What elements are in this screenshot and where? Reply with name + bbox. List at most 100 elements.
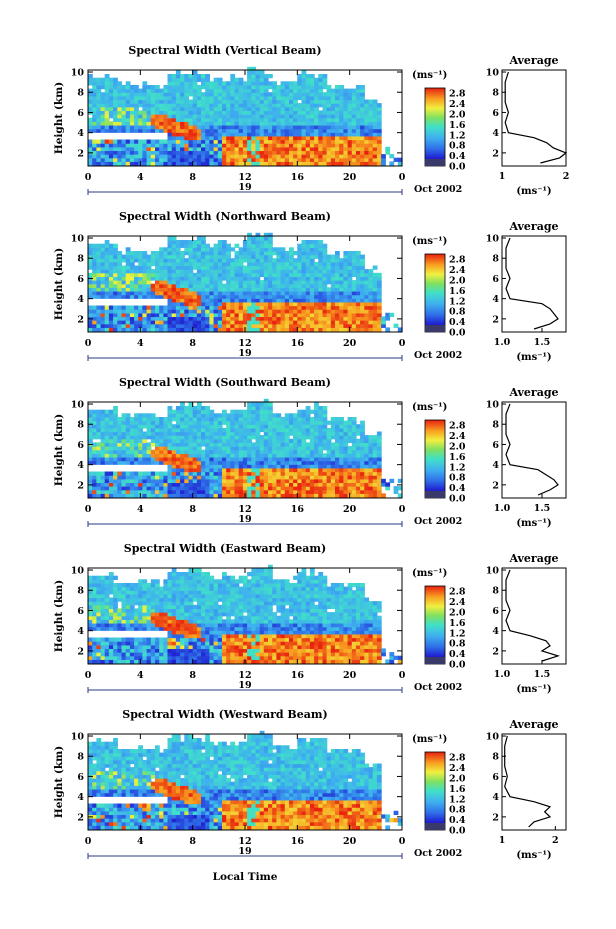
colorbar-tick-label: 0.8 bbox=[449, 141, 466, 152]
x-tick-label: 8 bbox=[189, 504, 196, 515]
panel-3: Spectral Width (Southward Beam) 2 4 6 8 10 Hei… bbox=[53, 376, 567, 529]
x-tick-label: 16 bbox=[291, 670, 305, 681]
colorbar-low-band bbox=[425, 657, 445, 664]
panel-title: Spectral Width (Westward Beam) bbox=[122, 708, 327, 721]
average-title: Average bbox=[508, 552, 558, 565]
colorbar-tick-label: 2.4 bbox=[449, 431, 466, 442]
x-tick-label: 4 bbox=[137, 504, 144, 515]
y-tick-label: 8 bbox=[77, 586, 84, 597]
colorbar-tick-label: 2.4 bbox=[449, 763, 466, 774]
x-tick-label: 0 bbox=[85, 172, 92, 183]
colorbar-unit: (ms⁻¹) bbox=[412, 70, 447, 81]
colorbar-tick-label: 1.2 bbox=[449, 462, 466, 473]
x-tick-label: 0 bbox=[399, 836, 406, 847]
day-label: 19 bbox=[238, 182, 252, 193]
avg-y-tick-label: 4 bbox=[492, 294, 499, 305]
colorbar-tick-label: 1.6 bbox=[449, 784, 466, 795]
colorbar-unit: (ms⁻¹) bbox=[412, 236, 447, 247]
x-tick-label: 4 bbox=[137, 836, 144, 847]
colorbar bbox=[424, 585, 446, 665]
panel-5: Spectral Width (Westward Beam)246810Heig… bbox=[53, 708, 567, 861]
date-label: Oct 2002 bbox=[414, 350, 462, 361]
x-tick-label: 16 bbox=[291, 836, 305, 847]
x-tick-label: 8 bbox=[189, 836, 196, 847]
colorbar-tick-label: 2.0 bbox=[449, 608, 466, 619]
avg-x-tick-label: 1.0 bbox=[494, 669, 511, 680]
colorbar-tick-label: 0.0 bbox=[449, 826, 466, 837]
average-title: Average bbox=[508, 718, 558, 731]
colorbar-tick-label: 0.0 bbox=[449, 660, 466, 671]
x-tick-label: 12 bbox=[238, 504, 251, 515]
avg-y-tick-label: 8 bbox=[492, 88, 499, 99]
y-axis-label: Height (km) bbox=[53, 580, 65, 652]
avg-y-tick-label: 10 bbox=[486, 68, 500, 79]
date-label: Oct 2002 bbox=[414, 516, 462, 527]
heatmap-field bbox=[88, 66, 403, 166]
avg-x-tick-label: 1.5 bbox=[534, 503, 551, 514]
heatmap-field bbox=[88, 730, 403, 830]
colorbar-unit: (ms⁻¹) bbox=[412, 568, 447, 579]
avg-y-tick-label: 8 bbox=[492, 752, 499, 763]
y-tick-label: 6 bbox=[77, 108, 84, 119]
average-profile-line bbox=[505, 403, 559, 496]
x-tick-label: 0 bbox=[399, 504, 406, 515]
avg-y-tick-label: 8 bbox=[492, 420, 499, 431]
y-tick-label: 8 bbox=[77, 254, 84, 265]
panel-title: Spectral Width (Vertical Beam) bbox=[128, 44, 321, 57]
x-tick-label: 8 bbox=[189, 338, 196, 349]
y-tick-label: 10 bbox=[71, 400, 85, 411]
average-frame bbox=[501, 69, 567, 167]
avg-y-tick-label: 4 bbox=[492, 460, 499, 471]
x-tick-label: 0 bbox=[399, 338, 406, 349]
colorbar-unit: (ms⁻¹) bbox=[412, 734, 447, 745]
y-tick-label: 2 bbox=[77, 812, 84, 823]
colorbar-tick-label: 2.8 bbox=[449, 587, 466, 598]
avg-y-tick-label: 4 bbox=[492, 792, 499, 803]
avg-y-tick-label: 8 bbox=[492, 586, 499, 597]
colorbar-low-band bbox=[425, 491, 445, 498]
colorbar-tick-label: 2.8 bbox=[449, 753, 466, 764]
date-label: Oct 2002 bbox=[414, 184, 462, 195]
y-axis-label: Height (km) bbox=[53, 248, 65, 320]
day-label: 19 bbox=[238, 680, 252, 691]
colorbar-tick-label: 0.4 bbox=[449, 815, 466, 826]
avg-y-tick-label: 2 bbox=[492, 148, 499, 159]
y-tick-label: 6 bbox=[77, 440, 84, 451]
colorbar-tick-label: 2.8 bbox=[449, 89, 466, 100]
y-axis-label: Height (km) bbox=[53, 414, 65, 486]
colorbar-tick-label: 2.4 bbox=[449, 265, 466, 276]
colorbar-tick-label: 0.4 bbox=[449, 317, 466, 328]
heatmap-field bbox=[88, 232, 403, 332]
x-tick-label: 20 bbox=[343, 504, 357, 515]
x-tick-label: 4 bbox=[137, 172, 144, 183]
colorbar-tick-label: 1.2 bbox=[449, 296, 466, 307]
colorbar-tick-label: 2.0 bbox=[449, 110, 466, 121]
x-tick-label: 0 bbox=[85, 504, 92, 515]
average-title: Average bbox=[508, 220, 558, 233]
avg-y-tick-label: 6 bbox=[492, 274, 499, 285]
y-axis-label: Height (km) bbox=[53, 82, 65, 154]
day-label: 19 bbox=[238, 846, 252, 857]
heatmap-field bbox=[88, 564, 403, 664]
panel-2: Spectral Width (Northward Beam) 2 4 6 8 10 Hei… bbox=[53, 210, 567, 363]
y-axis-label: Height (km) bbox=[53, 746, 65, 818]
y-tick-label: 8 bbox=[77, 420, 84, 431]
colorbar-tick-label: 2.4 bbox=[449, 99, 466, 110]
y-tick-label: 4 bbox=[77, 460, 84, 471]
x-tick-label: 0 bbox=[399, 172, 406, 183]
average-unit: (ms⁻¹) bbox=[516, 518, 551, 529]
avg-y-tick-label: 6 bbox=[492, 772, 499, 783]
avg-x-tick-label: 1 bbox=[499, 171, 506, 182]
x-tick-label: 12 bbox=[238, 836, 251, 847]
y-tick-label: 4 bbox=[77, 792, 84, 803]
avg-x-tick-label: 1.0 bbox=[494, 503, 511, 514]
x-tick-label: 12 bbox=[238, 670, 251, 681]
y-tick-label: 6 bbox=[77, 606, 84, 617]
y-tick-label: 8 bbox=[77, 88, 84, 99]
colorbar-tick-label: 1.6 bbox=[449, 120, 466, 131]
y-tick-label: 8 bbox=[77, 752, 84, 763]
avg-y-tick-label: 6 bbox=[492, 440, 499, 451]
x-tick-label: 20 bbox=[343, 836, 357, 847]
colorbar-tick-label: 0.4 bbox=[449, 483, 466, 494]
